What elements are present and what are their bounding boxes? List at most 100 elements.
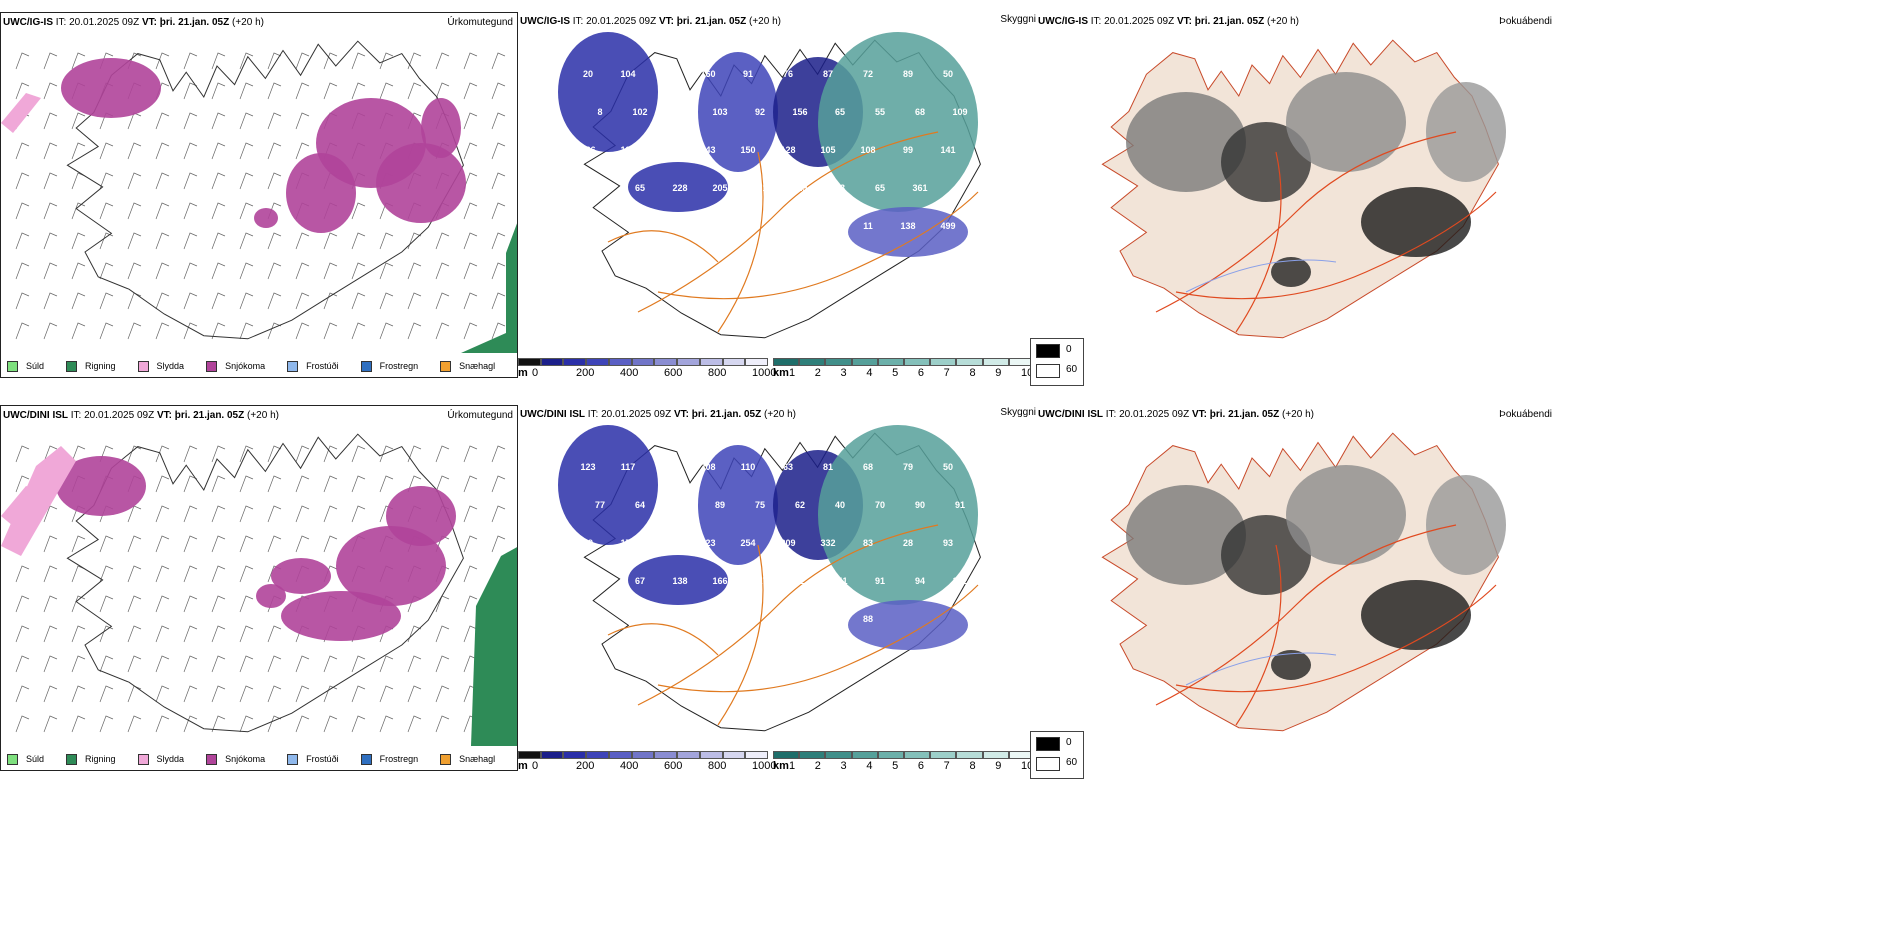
wind-barb — [71, 655, 86, 673]
colorbar-segment — [563, 751, 587, 759]
legend-item: Súld — [7, 753, 44, 765]
wind-barb — [211, 82, 226, 100]
visibility-value-label: 28 — [903, 538, 913, 548]
colorbar-segment — [851, 751, 878, 759]
visibility-value-label: 93 — [623, 221, 633, 231]
legend-item: Rigning — [66, 360, 116, 372]
colorbar-unit: km — [773, 760, 789, 771]
panel-title: UWC/DINI ISL IT: 20.01.2025 09Z VT: þri.… — [1038, 409, 1314, 420]
wind-barb — [379, 82, 394, 100]
colorbar-segment — [956, 358, 983, 366]
wind-barb — [71, 112, 86, 130]
wind-barb — [379, 52, 394, 70]
visibility-value-label: 150 — [740, 145, 755, 155]
panel-title: UWC/IG-IS IT: 20.01.2025 09Z VT: þri. 21… — [1038, 16, 1299, 27]
sleet-area — [1, 446, 76, 556]
colorbar-segment — [904, 358, 931, 366]
wind-barb — [435, 655, 450, 673]
wind-barb — [239, 475, 254, 493]
precip-type-legend: Súld Rigning Slydda Snjókoma Frostúði Frostre… — [1, 353, 517, 377]
wind-barb — [43, 232, 58, 250]
wind-barb — [407, 262, 422, 280]
road-line — [1235, 151, 1282, 333]
wind-barb — [239, 655, 254, 673]
wind-barb — [379, 232, 394, 250]
precip-type-legend: Súld Rigning Slydda Snjókoma Frostúði Frostre… — [1, 746, 517, 770]
road-line — [657, 584, 979, 693]
wind-barb — [323, 475, 338, 493]
wind-barb — [267, 262, 282, 280]
fog-key-value: 0 — [1066, 737, 1072, 748]
colorbar-tick: 8 — [969, 367, 976, 378]
wind-barb — [127, 565, 142, 583]
colorbar-tick: 9 — [995, 760, 1002, 771]
wind-barb — [379, 475, 394, 493]
fog-indicator-area — [1221, 122, 1311, 202]
visibility-value-label: 76 — [783, 69, 793, 79]
wind-barb — [491, 445, 506, 463]
wind-barb — [435, 262, 450, 280]
wind-barb — [155, 535, 170, 553]
colorbar-tick: 4 — [866, 367, 873, 378]
wind-barb — [463, 112, 478, 130]
visibility-value-label: 00 — [675, 500, 685, 510]
visibility-value-label: 65 — [835, 107, 845, 117]
wind-barb — [183, 142, 198, 160]
rain-area — [461, 223, 517, 353]
wind-barb — [239, 232, 254, 250]
visibility-panel: UWC/DINI ISL IT: 20.01.2025 09Z VT: þri.… — [518, 405, 1038, 771]
visibility-value-label: 171 — [752, 183, 767, 193]
wind-barb — [463, 142, 478, 160]
legend-label: Rigning — [85, 754, 116, 764]
legend-item: Rigning — [66, 753, 116, 765]
legend-swatch — [66, 753, 78, 765]
snowfall-area — [254, 208, 278, 228]
snowfall-area — [56, 456, 146, 516]
wind-barb — [155, 715, 170, 733]
snowfall-area — [271, 558, 331, 594]
visibility-value-label: 123 — [700, 538, 715, 548]
visibility-value-label: 96 — [955, 183, 965, 193]
wind-barb — [295, 535, 310, 553]
wind-barb — [127, 322, 142, 340]
wind-barb — [43, 52, 58, 70]
wind-barb — [127, 685, 142, 703]
colorbar-segment — [851, 358, 878, 366]
wind-barb — [463, 565, 478, 583]
wind-barb — [239, 445, 254, 463]
wind-barb — [435, 715, 450, 733]
wind-barb — [43, 595, 58, 613]
visibility-value-label: 208 — [700, 462, 715, 472]
colorbar-segment — [799, 751, 826, 759]
road-line — [607, 230, 719, 263]
wind-barb — [155, 595, 170, 613]
wind-barb — [183, 535, 198, 553]
wind-barb — [99, 595, 114, 613]
wind-barb — [99, 685, 114, 703]
wind-barb — [43, 445, 58, 463]
colorbar-unit: m — [518, 367, 528, 378]
fog-indicator-area — [1361, 187, 1471, 257]
wind-barb — [183, 322, 198, 340]
fog-indicator-key: 0 60 — [1030, 731, 1084, 779]
colorbar-unit: m — [518, 760, 528, 771]
legend-item: Frostregn — [360, 753, 418, 765]
legend-item: Snæhagl — [440, 360, 495, 372]
legend-label: Snæhagl — [459, 754, 496, 764]
wind-barb — [71, 625, 86, 643]
wind-barb — [71, 202, 86, 220]
visibility-value-label: 89 — [715, 500, 725, 510]
colorbar-tick: 1000 — [752, 760, 777, 771]
legend-item: Snjókoma — [206, 753, 265, 765]
wind-barb — [127, 625, 142, 643]
visibility-map: 20 104 65 160 91 76 87 72 89 50 8 102 15 103 92 156 65 55… — [558, 32, 981, 339]
wind-barb — [407, 82, 422, 100]
colorbar-tick: 10 — [1021, 760, 1034, 771]
wind-barb — [183, 52, 198, 70]
low-visibility-area — [698, 445, 778, 565]
visibility-value-label: 136 — [580, 145, 595, 155]
wind-barb — [43, 142, 58, 160]
visibility-value-label: 67 — [635, 576, 645, 586]
wind-barb — [491, 142, 506, 160]
colorbar-segment — [608, 751, 632, 759]
